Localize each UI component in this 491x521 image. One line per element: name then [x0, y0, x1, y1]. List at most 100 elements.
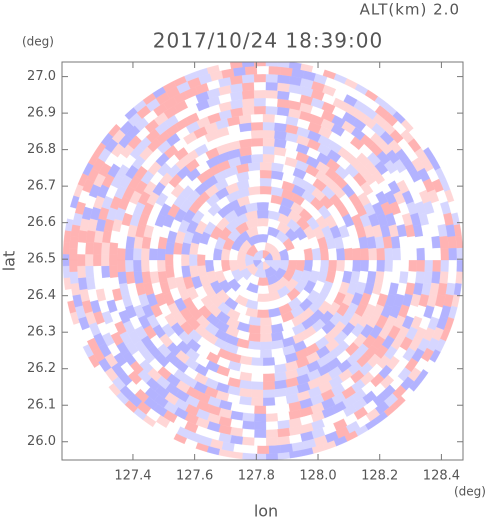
echo-cell: [277, 435, 291, 446]
echo-cell: [250, 153, 264, 163]
echo-cell: [117, 271, 128, 285]
x-axis-label: lon: [254, 502, 278, 521]
echo-cell: [241, 98, 255, 108]
echo-cell: [116, 259, 126, 273]
echo-cell: [265, 413, 279, 423]
echo-cell: [259, 349, 273, 359]
echo-cell: [448, 247, 458, 261]
echo-cell: [76, 241, 86, 255]
echo-cell: [277, 411, 290, 422]
echo-cell: [262, 357, 276, 367]
y-tick-label: 26.6: [27, 215, 56, 230]
echo-cell: [265, 97, 279, 107]
echo-cell: [92, 241, 103, 255]
echo-cell: [204, 259, 215, 273]
echo-cell: [262, 389, 276, 399]
echo-cell: [257, 277, 269, 287]
y-tick-label: 26.5: [27, 252, 56, 267]
echo-cell: [241, 412, 255, 422]
echo-cell: [303, 247, 314, 261]
echo-cell: [253, 81, 267, 91]
echo-cell: [376, 247, 386, 261]
echo-cell: [148, 259, 158, 273]
echo-cell: [439, 271, 449, 285]
echo-cell: [424, 259, 434, 273]
echo-cell: [233, 443, 246, 454]
echo-cell: [384, 247, 394, 261]
echo-cell: [262, 113, 276, 123]
echo-cell: [132, 259, 142, 273]
echo-cell: [431, 271, 441, 285]
x-tick-label: 128.4: [423, 469, 460, 484]
echo-cell: [247, 177, 261, 188]
echo-cell: [303, 259, 314, 273]
echo-cell: [268, 65, 282, 75]
echo-cell: [256, 293, 270, 303]
echo-cell: [108, 253, 118, 267]
echo-cell: [432, 247, 442, 261]
echo-cell: [311, 259, 322, 273]
echo-cell: [253, 429, 267, 439]
echo-cell: [247, 169, 261, 180]
echo-cell: [165, 265, 175, 279]
echo-cell: [196, 253, 206, 267]
echo-cell: [259, 161, 273, 171]
echo-cell: [248, 316, 261, 327]
echo-cell: [259, 341, 273, 351]
echo-cell: [247, 161, 261, 172]
echo-cell: [277, 452, 290, 460]
echo-cell: [248, 324, 261, 335]
y-tick-label: 26.1: [27, 398, 56, 413]
echo-cell: [265, 89, 279, 99]
y-tick-label: 26.8: [27, 142, 56, 157]
echo-cell: [262, 381, 276, 391]
echo-cell: [344, 247, 354, 261]
echo-cell: [241, 90, 255, 100]
echo-cell: [408, 259, 418, 273]
echo-cell: [84, 241, 95, 255]
echo-cell: [241, 82, 255, 92]
y-tick-label: 27.0: [27, 69, 56, 84]
echo-cell: [415, 271, 425, 285]
echo-cell: [319, 259, 330, 272]
echo-cell: [256, 225, 270, 235]
echo-cell: [262, 129, 276, 139]
echo-cell: [76, 253, 86, 267]
echo-cell: [455, 235, 463, 249]
echo-cell: [116, 247, 126, 261]
echo-cell: [250, 357, 264, 367]
echo-cell: [140, 247, 150, 261]
echo-cell: [212, 259, 223, 273]
echo-cell: [233, 66, 246, 77]
echo-cell: [242, 404, 255, 414]
x-tick-label: 127.4: [114, 469, 151, 484]
echo-cell: [250, 129, 264, 139]
echo-cell: [265, 429, 279, 439]
echo-cell: [277, 74, 291, 85]
echo-cell: [253, 413, 267, 423]
y-tick-label: 26.9: [27, 106, 56, 121]
echo-cell: [256, 285, 270, 295]
echo-cell: [77, 229, 88, 243]
echo-cell: [241, 420, 255, 430]
altitude-label: ALT(km) 2.0: [360, 1, 460, 19]
echo-cell: [259, 185, 273, 195]
radar-echo: [62, 62, 463, 460]
echo-cell: [262, 365, 276, 375]
echo-cell: [259, 333, 273, 343]
echo-cell: [277, 419, 291, 430]
echo-cell: [256, 209, 270, 219]
echo-cell: [423, 271, 433, 285]
echo-cell: [415, 235, 425, 249]
echo-cell: [247, 340, 261, 351]
echo-cell: [439, 235, 449, 249]
echo-cell: [253, 105, 267, 115]
echo-cell: [250, 137, 264, 147]
echo-cell: [241, 428, 255, 438]
echo-cell: [360, 259, 370, 273]
echo-cell: [77, 277, 88, 291]
echo-cell: [327, 259, 338, 273]
echo-cell: [253, 89, 267, 99]
y-tick-label: 26.4: [27, 288, 56, 303]
y-tick-label: 26.0: [27, 434, 56, 449]
